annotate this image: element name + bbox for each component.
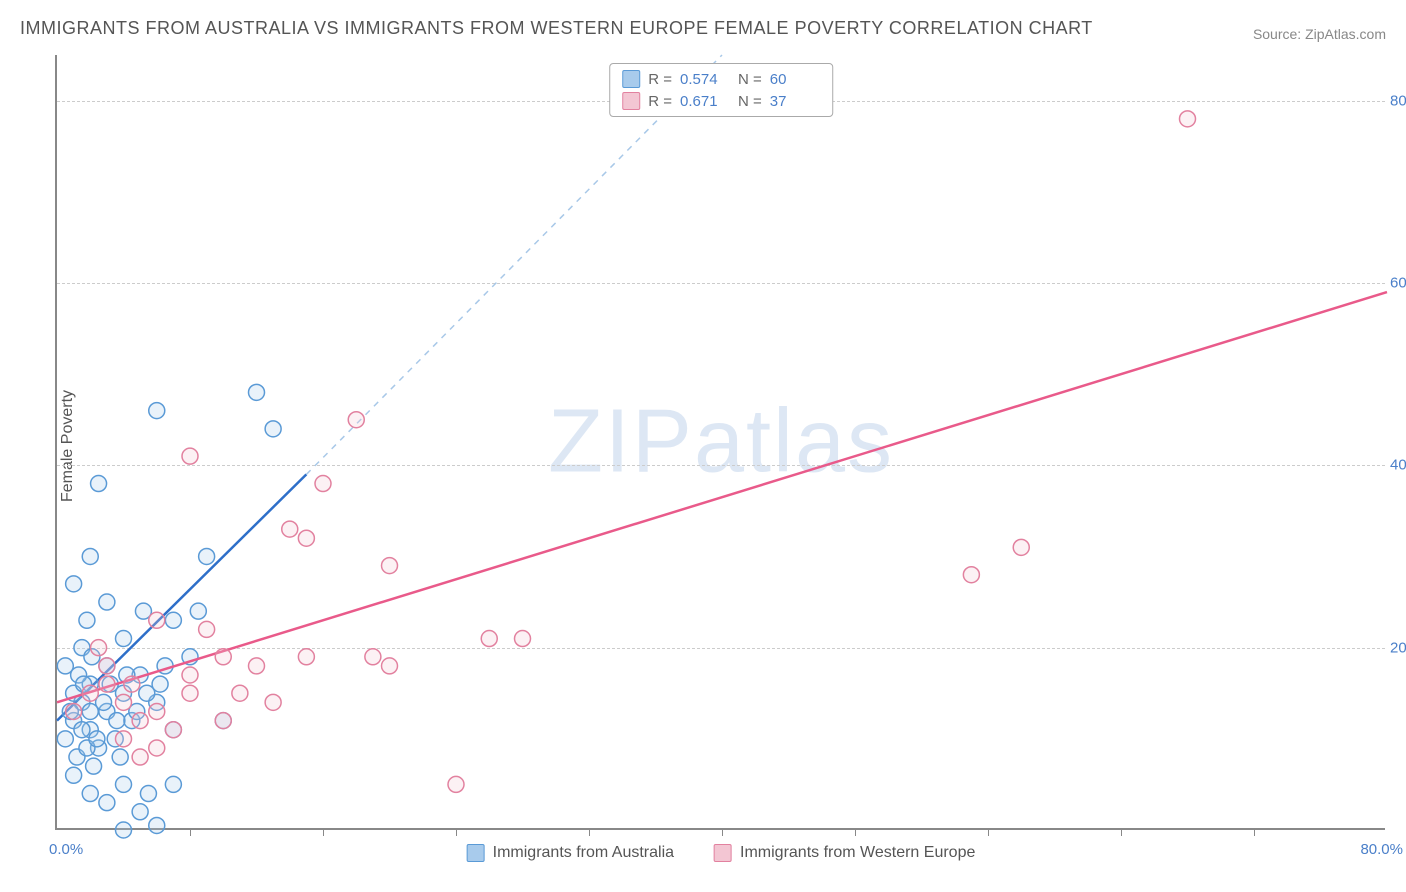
x-tick-min: 0.0% — [49, 841, 83, 858]
legend-swatch-western-europe-b — [714, 844, 732, 862]
legend-label-australia: Immigrants from Australia — [493, 844, 674, 862]
y-tick-label: 40.0% — [1390, 457, 1406, 474]
chart-title: IMMIGRANTS FROM AUSTRALIA VS IMMIGRANTS … — [20, 18, 1093, 39]
y-tick-label: 20.0% — [1390, 639, 1406, 656]
legend-swatch-australia-b — [467, 844, 485, 862]
y-tick-label: 80.0% — [1390, 92, 1406, 109]
r-label: R = — [648, 71, 672, 88]
x-tick-max: 80.0% — [1360, 841, 1403, 858]
x-tick — [722, 828, 723, 836]
scatter-svg — [57, 55, 1385, 828]
n-value-australia: 60 — [770, 71, 820, 88]
x-tick — [988, 828, 989, 836]
legend-label-western-europe: Immigrants from Western Europe — [740, 844, 975, 862]
n-label: N = — [738, 93, 762, 110]
x-tick — [190, 828, 191, 836]
n-label: N = — [738, 71, 762, 88]
y-tick-label: 60.0% — [1390, 274, 1406, 291]
legend-swatch-australia — [622, 70, 640, 88]
legend-row-western-europe: R = 0.671 N = 37 — [622, 90, 820, 112]
r-value-australia: 0.574 — [680, 71, 730, 88]
x-tick — [323, 828, 324, 836]
source-label: Source: ZipAtlas.com — [1253, 26, 1386, 42]
legend-item-australia: Immigrants from Australia — [467, 844, 674, 862]
r-value-western-europe: 0.671 — [680, 93, 730, 110]
x-tick — [1121, 828, 1122, 836]
x-tick — [1254, 828, 1255, 836]
correlation-legend: R = 0.574 N = 60 R = 0.671 N = 37 — [609, 63, 833, 117]
r-label: R = — [648, 93, 672, 110]
legend-item-western-europe: Immigrants from Western Europe — [714, 844, 975, 862]
legend-swatch-western-europe — [622, 92, 640, 110]
series-legend: Immigrants from Australia Immigrants fro… — [467, 844, 976, 862]
x-tick — [456, 828, 457, 836]
n-value-western-europe: 37 — [770, 93, 820, 110]
legend-row-australia: R = 0.574 N = 60 — [622, 68, 820, 90]
x-tick — [589, 828, 590, 836]
x-tick — [855, 828, 856, 836]
plot-area: ZIPatlas 20.0%40.0%60.0%80.0% R = 0.574 … — [55, 55, 1385, 830]
